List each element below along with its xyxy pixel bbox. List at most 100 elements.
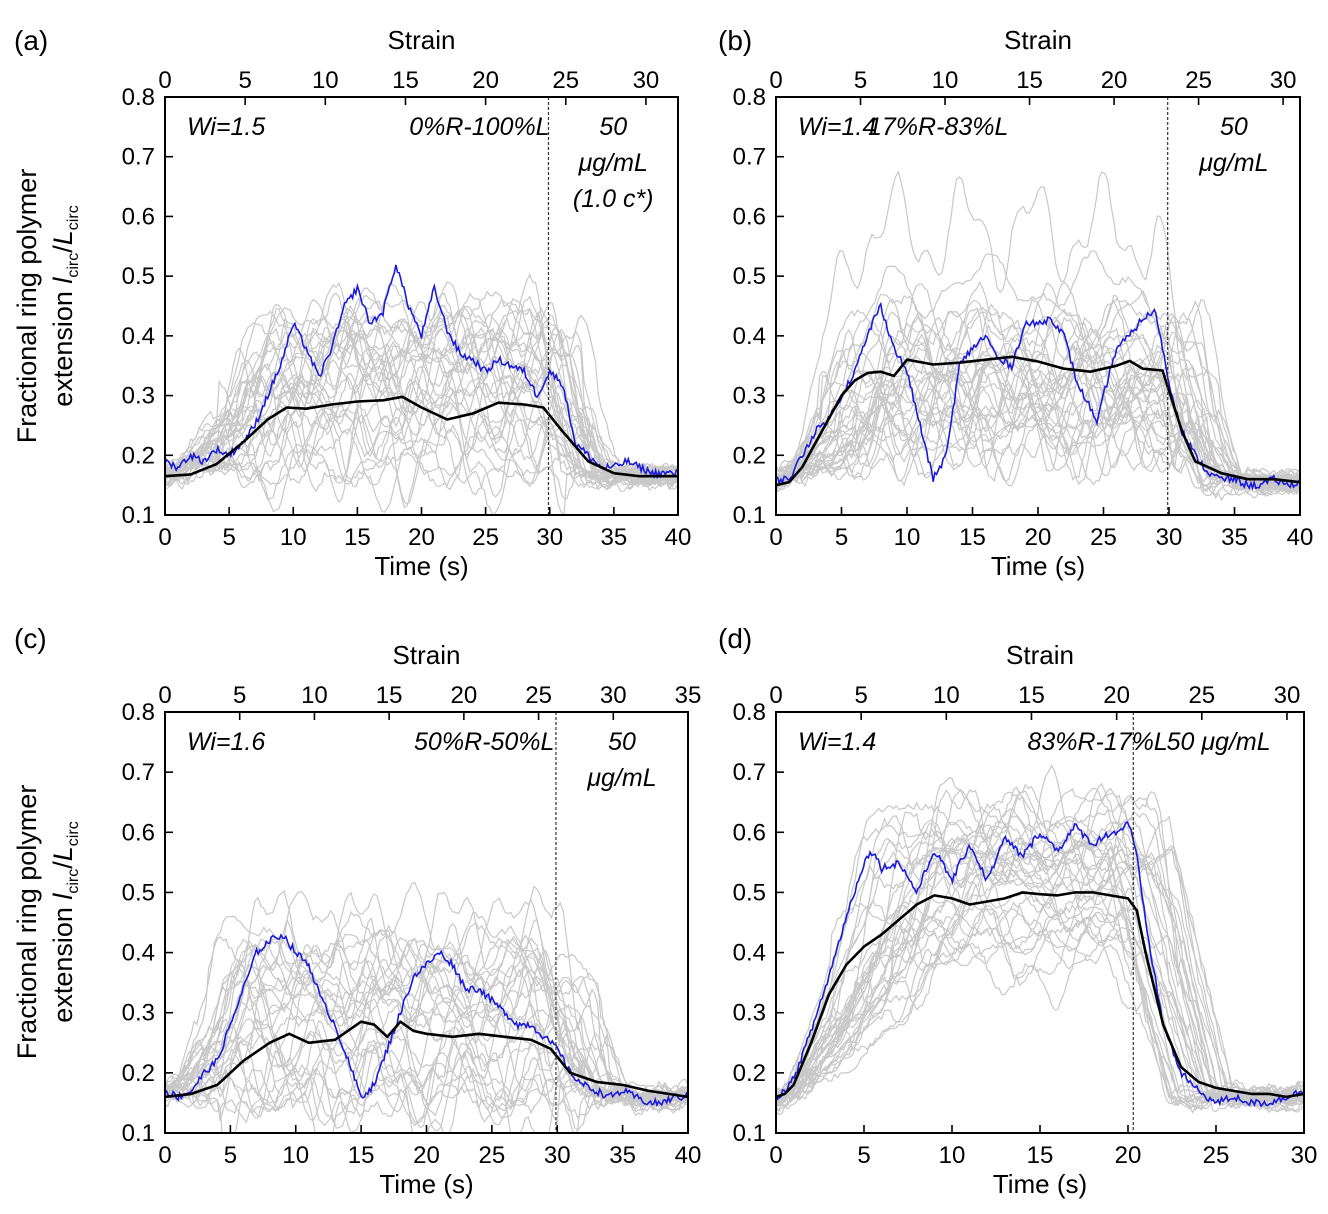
x2-axis-title: Strain (393, 640, 461, 670)
concentration-annotation: 50 (1220, 113, 1248, 141)
highlight-trajectory-line (165, 264, 678, 480)
x2-tick-label: 30 (600, 682, 627, 709)
x-axis-title: Time (s) (991, 551, 1085, 581)
weissenberg-annotation: Wi=1.4 (798, 728, 876, 756)
gray-trajectory-line (776, 350, 1300, 492)
x-tick-label: 30 (536, 524, 563, 551)
ratio-annotation: 0%R-100%L (409, 113, 549, 141)
gray-trajectory-line (165, 298, 678, 485)
gray-trajectory-line (776, 790, 1304, 1111)
gray-trajectory-line (776, 375, 1300, 493)
y-tick-label: 0.8 (122, 84, 155, 111)
y-axis-label-line1: Fractional ring polymer (12, 785, 42, 1060)
plot-area (776, 764, 1304, 1116)
y-axis-label-part: circ (65, 253, 82, 278)
y-tick-label: 0.1 (122, 1120, 155, 1147)
gray-trajectory-line (165, 1026, 688, 1106)
plot-area (776, 170, 1300, 502)
gray-trajectory-line (776, 815, 1304, 1109)
panel-c: 0 5 10 15 20 25 30 35 40 0 5 10 15 20 25 30 35 0.1 0.2 0.3 0… (14, 623, 701, 1199)
highlight-trajectory-line (776, 820, 1304, 1108)
panel-b: 0 5 10 15 20 25 30 35 40 0 5 10 15 20 25 30 0.1 0.2 0.3 0.4… (718, 25, 1313, 581)
x-axis-title: Time (s) (993, 1169, 1087, 1199)
gray-trajectory-line (776, 281, 1300, 488)
x-tick-label: 35 (1221, 524, 1248, 551)
x-tick-label: 0 (158, 524, 171, 551)
gray-trajectory-line (776, 344, 1300, 492)
x2-tick-label: 0 (158, 682, 171, 709)
x2-tick-label: 20 (1101, 67, 1128, 94)
gray-trajectory-line (776, 845, 1304, 1111)
panel-d: 0 5 10 15 20 25 30 0 5 10 15 20 25 30 0.1 0.2 0.3 0.4 0.5 0… (718, 623, 1317, 1199)
panel-a: 0 5 10 15 20 25 30 35 40 0 5 10 15 20 25 30 0.1 0.2 0.3 0.4… (14, 25, 691, 581)
y-tick-label: 0.1 (733, 502, 766, 529)
x2-tick-label: 20 (1103, 682, 1130, 709)
x-tick-label: 30 (1156, 524, 1183, 551)
gray-trajectory-line (776, 340, 1300, 493)
x-tick-label: 0 (158, 1142, 171, 1169)
y-tick-label: 0.4 (733, 940, 766, 967)
gray-trajectory-line (165, 319, 678, 485)
gray-trajectory-line (776, 776, 1304, 1114)
x-tick-label: 0 (769, 524, 782, 551)
mean-line (776, 891, 1304, 1099)
x-tick-label: 25 (1203, 1142, 1230, 1169)
x2-tick-label: 20 (472, 67, 499, 94)
y-axis-label-part: extension (48, 900, 78, 1023)
y-tick-label: 0.2 (733, 1060, 766, 1087)
y-axis-label-part: l (48, 893, 78, 900)
ratio-annotation: 50%R-50%L (414, 728, 554, 756)
gray-trajectory-line (776, 348, 1300, 496)
y-tick-label: 0.5 (733, 263, 766, 290)
gray-trajectory-line (165, 373, 678, 486)
gray-trajectory-line (776, 342, 1300, 496)
y-axis-label-part: circ (65, 205, 82, 230)
x2-tick-label: 15 (392, 67, 419, 94)
x-tick-label: 10 (894, 524, 921, 551)
y-tick-label: 0.2 (733, 442, 766, 469)
x-tick-label: 15 (348, 1142, 375, 1169)
x-tick-label: 15 (344, 524, 371, 551)
mean-line (165, 395, 678, 478)
gray-trajectory-line (776, 315, 1300, 499)
concentration-annotation: 50 (599, 113, 627, 141)
gray-trajectory-line (165, 1039, 688, 1133)
weissenberg-annotation: Wi=1.6 (187, 728, 265, 756)
x-tick-label: 25 (1090, 524, 1117, 551)
gray-trajectory-line (165, 329, 678, 485)
y-axis-label-line2: extension lcirc​/Lcirc​ (48, 205, 82, 406)
y-axis-label-part: / (48, 861, 78, 869)
gray-trajectory-line (165, 964, 688, 1107)
y-tick-label: 0.8 (122, 699, 155, 726)
x-tick-label: 5 (224, 1142, 237, 1169)
gray-trajectory-line (776, 389, 1300, 491)
gray-trajectory-line (165, 952, 688, 1106)
x-tick-label: 5 (835, 524, 848, 551)
x-tick-label: 35 (601, 524, 628, 551)
x-tick-label: 20 (1025, 524, 1052, 551)
y-tick-label: 0.6 (733, 819, 766, 846)
gray-trajectory-line (776, 249, 1300, 493)
y-axis-label-part: L (48, 230, 78, 245)
x2-tick-label: 15 (1016, 67, 1043, 94)
x2-tick-label: 15 (1018, 682, 1045, 709)
highlight-trajectory-line (776, 301, 1300, 491)
x-tick-label: 20 (1115, 1142, 1142, 1169)
x-tick-label: 10 (282, 1142, 309, 1169)
highlight-trajectory-line (165, 933, 688, 1108)
concentration-annotation: μg/mL (578, 149, 648, 177)
y-tick-label: 0.5 (122, 263, 155, 290)
x2-tick-label: 10 (312, 67, 339, 94)
y-axis-label-part: L (48, 846, 78, 861)
concentration-annotation: (1.0 c*) (573, 185, 654, 213)
concentration-annotation: 50 (608, 728, 636, 756)
x-tick-label: 10 (280, 524, 307, 551)
gray-trajectory-line (776, 281, 1300, 492)
x-tick-label: 10 (939, 1142, 966, 1169)
y-tick-label: 0.6 (122, 203, 155, 230)
gray-trajectory-line (776, 402, 1300, 492)
x-axis-title: Time (s) (379, 1169, 473, 1199)
